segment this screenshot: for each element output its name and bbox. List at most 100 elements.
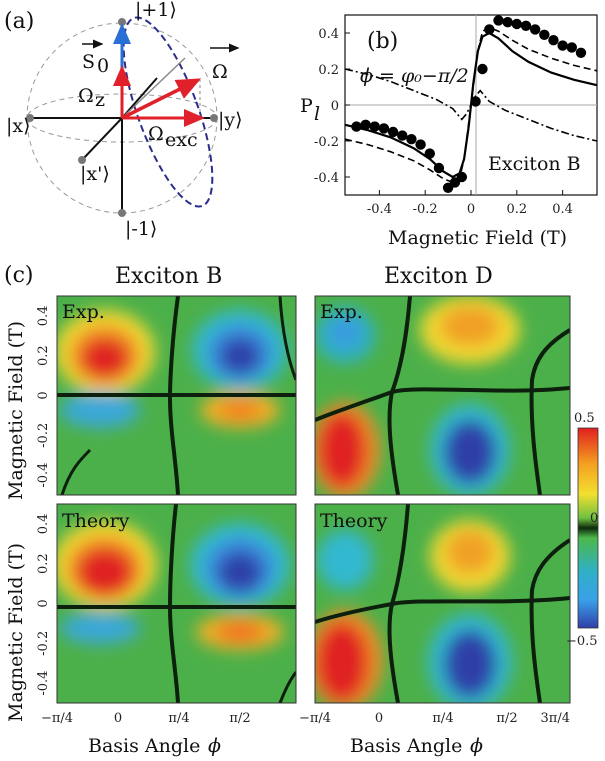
y-tick-label: -0.2: [314, 135, 339, 150]
series-line-dashdot: [344, 68, 598, 142]
label-omega-z: Ω: [78, 85, 94, 107]
heatmap-y-tick-label: -0.4: [36, 463, 51, 488]
data-point: [397, 130, 408, 141]
tag-br: Theory: [320, 510, 388, 532]
data-point: [415, 139, 426, 150]
heatmap-ticks: 0.4 0.2 0 -0.2 -0.4 0.4 0.2 0 -0.2 -0.4 −π/4 0 π/4 π/…: [36, 306, 570, 726]
panel-b-ylabel-sub: l: [314, 103, 320, 125]
colorbar: [577, 427, 599, 629]
x-tick-label: -0.4: [367, 202, 392, 217]
panel-b-label: (b): [367, 29, 398, 54]
point-y: [210, 114, 218, 122]
heatmap-y-tick-label: -0.2: [36, 423, 51, 448]
label-x: |x⟩: [6, 115, 31, 137]
data-point: [369, 121, 380, 132]
frame-bl: [56, 503, 297, 704]
colorbar-mid: 0: [590, 511, 598, 526]
y-tick-label: 0.2: [318, 63, 339, 78]
ylabel-bottom: Magnetic Field (T): [5, 543, 27, 722]
frame-tr: [314, 295, 571, 496]
panel-c-label: (c): [4, 263, 34, 288]
data-point: [502, 17, 513, 28]
heatmap-x-tick-label: 0: [114, 711, 122, 726]
heatmap-x-tick-label: −π/4: [41, 711, 73, 726]
col1-title: Exciton B: [115, 264, 222, 289]
y-tick-label: -0.4: [314, 171, 339, 186]
label-omega-exc: Ω: [148, 123, 164, 145]
colorbar-max: 0.5: [574, 411, 595, 426]
label-s0-sub: 0: [97, 55, 109, 77]
label-omega-z-sub: z: [95, 89, 105, 111]
data-point: [557, 40, 568, 51]
data-point: [387, 126, 399, 138]
y-tick-label: 0: [331, 99, 339, 114]
heatmap-y-tick-label: 0: [36, 391, 51, 399]
data-point: [477, 63, 488, 75]
heatmap-y-tick-label: -0.4: [36, 671, 51, 696]
point-xprime: [78, 156, 86, 164]
ylabel-top: Magnetic Field (T): [5, 321, 27, 500]
data-point: [360, 119, 371, 130]
label-s0: S: [82, 51, 95, 73]
omega-vector: [121, 78, 202, 120]
heatmap-b-theory: [57, 504, 296, 703]
panel-b-ylabel: P: [300, 95, 313, 117]
data-point: [539, 29, 550, 40]
point-x: [26, 114, 34, 122]
data-point: [470, 96, 481, 107]
x-tick-label: 0.4: [552, 202, 573, 217]
heatmap-b-exp: [57, 296, 296, 495]
chart-series: [344, 15, 598, 193]
label-y: |y⟩: [218, 109, 243, 131]
xlabel-right: Basis Angle: [350, 735, 462, 757]
heatmap-y-tick-label: 0: [36, 599, 51, 607]
data-point: [484, 24, 495, 35]
data-point: [406, 134, 417, 145]
heatmap-x-tick-label: π/2: [496, 711, 517, 726]
panel-a-label: (a): [4, 9, 34, 34]
heatmap-x-tick-label: 3π/4: [541, 711, 570, 726]
data-point: [493, 15, 504, 26]
col2-title: Exciton D: [384, 264, 493, 289]
heatmap-d-theory: [315, 504, 570, 703]
x-tick-label: -0.2: [413, 202, 438, 217]
x-tick-label: 0.2: [506, 202, 527, 217]
panel-a-bloch-sphere: (a) |+1⟩ |-1⟩ |x⟩ |y⟩ |x'⟩ S 0 Ω Ω z Ω e…: [4, 0, 243, 240]
data-point: [529, 24, 541, 35]
label-plus1: |+1⟩: [135, 0, 177, 21]
frame-tl: [56, 295, 297, 496]
panel-b-xlabel: Magnetic Field (T): [388, 227, 567, 249]
guide-line: [121, 57, 186, 119]
tag-tr: Exp.: [320, 301, 363, 323]
label-xprime: |x'⟩: [80, 163, 110, 185]
heatmap-d-exp: [315, 296, 570, 495]
heatmap-x-tick-label: −π/4: [299, 711, 331, 726]
heatmap-x-tick-label: π/4: [432, 711, 453, 726]
chart-ticks: -0.4 -0.2 0 0.2 0.4 -0.4 -0.2 0 0.2 0.4: [314, 27, 573, 217]
x-tick-label: 0: [467, 202, 475, 217]
y-tick-label: 0.4: [318, 27, 339, 42]
xlabel-left: Basis Angle: [88, 735, 200, 757]
frame-br: [314, 503, 571, 704]
panel-b-tag: Exciton B: [488, 153, 581, 175]
colorbar-min: −0.5: [566, 634, 598, 649]
xlabel-left-phi: ϕ: [208, 735, 221, 757]
axis-xprime: [81, 117, 123, 161]
axis-xprime-back: [121, 77, 158, 119]
heatmap-y-tick-label: 0.2: [36, 553, 51, 574]
xlabel-right-phi: ϕ: [470, 735, 483, 757]
data-point: [566, 42, 577, 53]
data-point: [548, 35, 559, 46]
heatmap-y-tick-label: 0.4: [36, 306, 51, 327]
tag-tl: Exp.: [62, 301, 105, 323]
pole-top: [118, 18, 126, 26]
panel-b-chart: -0.4 -0.2 0 0.2 0.4 -0.4 -0.2 0 0.2 0.4 (b) ϕ = φ…: [300, 14, 598, 249]
heatmap-x-tick-label: 0: [375, 711, 383, 726]
data-point: [575, 47, 587, 58]
heatmap-y-tick-label: 0.4: [36, 514, 51, 535]
pole-bottom: [118, 209, 126, 217]
label-omega: Ω: [212, 61, 228, 83]
label-minus1: |-1⟩: [125, 218, 157, 240]
tag-bl: Theory: [62, 510, 130, 532]
